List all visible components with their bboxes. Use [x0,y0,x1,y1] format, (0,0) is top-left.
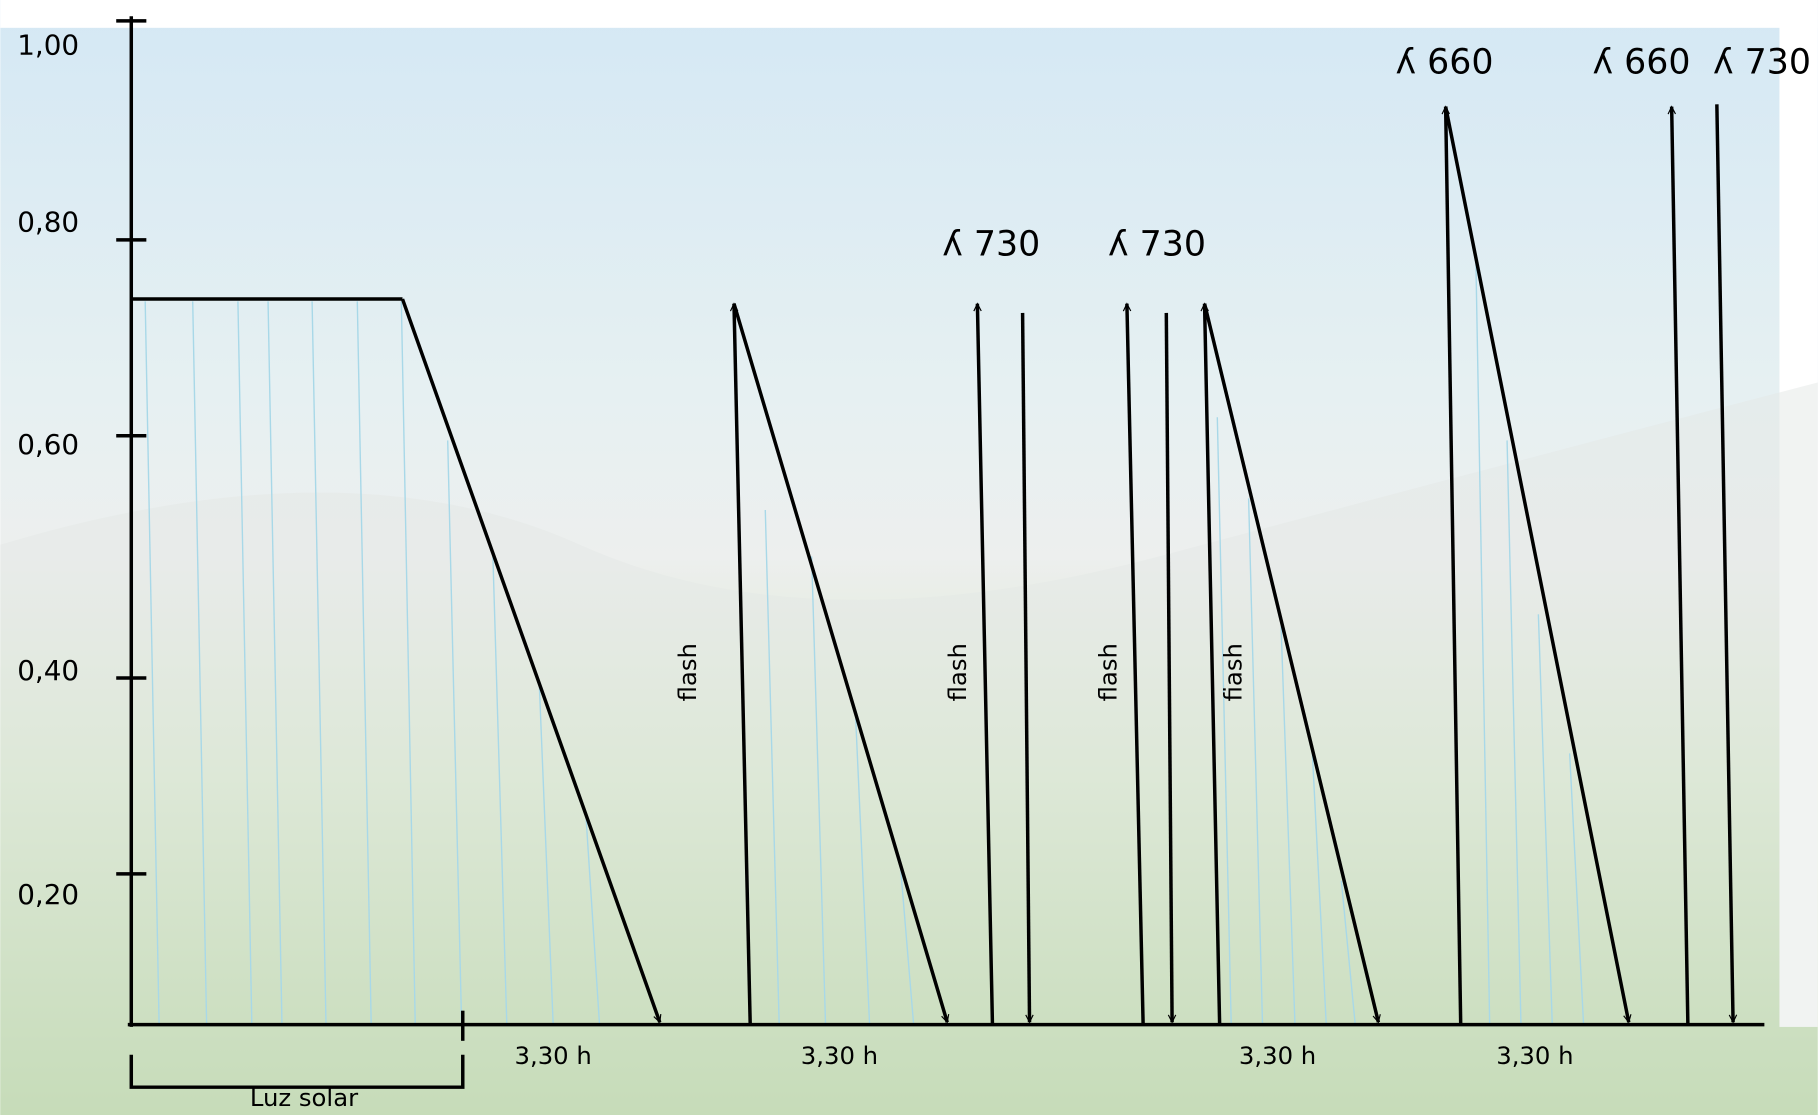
flash-label: flash [1094,643,1123,701]
y-tick-label: 0,20 [17,878,79,911]
arrows [131,104,1733,1025]
hill [0,382,1818,1115]
y-tick-label: 0,40 [17,654,79,687]
y-tick-label: 0,60 [17,428,79,461]
y-tick-label: 1,00 [17,28,79,61]
wavelength-label: ʎ 660 [1395,43,1493,83]
y-tick-label: 0,80 [17,206,79,239]
wavelength-label: ʎ 730 [1108,225,1206,265]
sunlight-label: Luz solar [250,1083,358,1112]
flash-label: fiash [1219,643,1248,701]
light-lines [144,254,1585,1025]
flash-label: flash [943,643,972,701]
interval-label: 3,30 h [515,1041,592,1070]
top-band [0,0,1818,28]
wavelength-label: ʎ 660 [1593,43,1691,83]
interval-label: 3,30 h [1239,1041,1316,1070]
interval-label: 3,30 h [1496,1041,1573,1070]
interval-label: 3,30 h [801,1041,878,1070]
wavelength-label: ʎ 730 [942,225,1040,265]
flash-label: flash [673,643,702,701]
bracket [129,1054,465,1089]
wavelength-label: ʎ 730 [1713,43,1811,83]
axes [116,16,1765,1041]
